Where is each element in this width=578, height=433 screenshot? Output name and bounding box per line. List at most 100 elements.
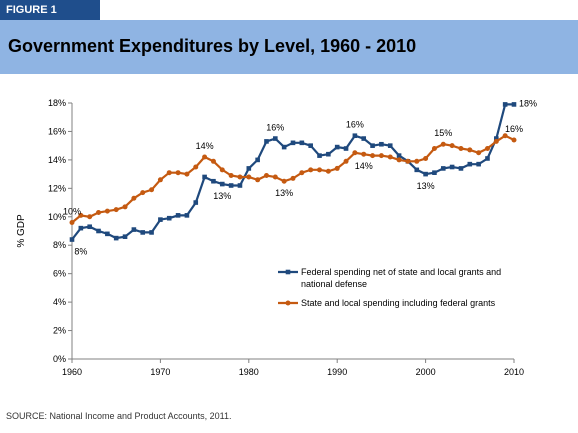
data-point bbox=[334, 165, 340, 171]
data-point bbox=[458, 146, 464, 152]
data-point bbox=[308, 143, 313, 148]
data-label: 16% bbox=[346, 120, 364, 130]
data-point bbox=[511, 102, 517, 107]
y-tick-label: 6% bbox=[53, 269, 66, 279]
data-point bbox=[149, 187, 155, 193]
legend-item-0: Federal spending net of state and local … bbox=[278, 267, 501, 289]
data-point bbox=[122, 204, 128, 210]
data-point bbox=[140, 230, 146, 235]
data-point bbox=[175, 170, 181, 176]
x-tick-label: 1990 bbox=[327, 367, 347, 377]
data-point bbox=[219, 181, 225, 187]
legend-marker bbox=[285, 269, 291, 275]
data-point bbox=[485, 156, 490, 161]
x-tick-label: 1970 bbox=[150, 367, 170, 377]
data-point bbox=[255, 177, 261, 183]
legend-marker bbox=[285, 300, 291, 306]
legend-label: State and local spending including feder… bbox=[301, 298, 496, 308]
data-point bbox=[131, 195, 137, 201]
data-point bbox=[396, 157, 402, 163]
y-tick-label: 16% bbox=[48, 126, 66, 136]
data-point bbox=[476, 161, 481, 167]
data-label: 13% bbox=[275, 188, 293, 198]
data-point bbox=[494, 136, 499, 141]
data-point bbox=[449, 164, 455, 170]
data-label: 14% bbox=[196, 141, 214, 151]
data-point bbox=[246, 174, 252, 180]
y-tick-label: 10% bbox=[48, 212, 66, 222]
annotations: 10% 8% 14% 13% 16% 13% 16% 14% 13% 15% 18% 16% bbox=[63, 98, 537, 256]
data-point bbox=[272, 174, 278, 180]
data-point bbox=[210, 158, 216, 164]
data-point bbox=[281, 178, 287, 184]
data-point bbox=[467, 147, 473, 153]
y-tick-label: 0% bbox=[53, 354, 66, 364]
data-point bbox=[484, 146, 490, 152]
data-point bbox=[105, 231, 110, 237]
data-point bbox=[237, 183, 243, 188]
legend-item-1: State and local spending including feder… bbox=[278, 298, 496, 308]
data-point bbox=[317, 167, 323, 173]
data-point bbox=[290, 140, 296, 146]
data-point bbox=[299, 140, 305, 146]
data-label: 15% bbox=[434, 128, 452, 138]
y-axis-label: % GDP bbox=[16, 214, 27, 248]
data-point bbox=[361, 151, 367, 157]
data-point bbox=[308, 167, 314, 173]
data-point bbox=[432, 170, 437, 175]
series-1 bbox=[69, 133, 517, 225]
data-point bbox=[511, 137, 517, 143]
data-point bbox=[387, 154, 393, 160]
data-point bbox=[414, 167, 420, 173]
source-note: SOURCE: National Income and Product Acco… bbox=[6, 411, 232, 421]
data-point bbox=[502, 102, 508, 107]
data-point bbox=[387, 143, 393, 148]
data-point bbox=[140, 190, 146, 196]
data-point bbox=[343, 158, 349, 164]
data-point bbox=[352, 150, 358, 156]
data-point bbox=[228, 173, 234, 179]
legend: Federal spending net of state and local … bbox=[278, 267, 501, 308]
data-point bbox=[104, 208, 110, 214]
data-point bbox=[299, 170, 305, 176]
data-point bbox=[263, 173, 269, 179]
data-label: 18% bbox=[519, 98, 537, 108]
data-point bbox=[69, 219, 75, 225]
data-point bbox=[352, 133, 358, 139]
data-label: 16% bbox=[266, 123, 284, 133]
x-tick-label: 1960 bbox=[62, 367, 82, 377]
data-point bbox=[405, 158, 411, 164]
data-label: 13% bbox=[417, 181, 435, 191]
figure-label: FIGURE 1 bbox=[0, 0, 100, 20]
data-point bbox=[502, 133, 508, 139]
data-point bbox=[431, 146, 437, 152]
data-point bbox=[131, 227, 137, 232]
data-point bbox=[211, 178, 216, 184]
data-point bbox=[476, 150, 482, 156]
data-point bbox=[193, 200, 199, 205]
data-point bbox=[467, 161, 473, 167]
data-point bbox=[449, 143, 455, 149]
x-tick-label: 2010 bbox=[504, 367, 524, 377]
data-label: 14% bbox=[355, 161, 373, 171]
data-point bbox=[264, 139, 269, 144]
data-point bbox=[281, 144, 287, 150]
data-point bbox=[458, 166, 464, 171]
data-point bbox=[237, 174, 243, 180]
y-tick-label: 8% bbox=[53, 240, 66, 250]
data-point bbox=[87, 224, 92, 230]
data-point bbox=[166, 170, 172, 176]
data-point bbox=[440, 166, 446, 171]
data-point bbox=[379, 141, 384, 147]
series-0 bbox=[69, 102, 517, 242]
data-point bbox=[219, 167, 225, 173]
data-point bbox=[255, 157, 260, 163]
x-tick-label: 1980 bbox=[239, 367, 259, 377]
data-point bbox=[96, 210, 102, 216]
data-point bbox=[343, 146, 349, 151]
y-tick-label: 4% bbox=[53, 297, 66, 307]
data-point bbox=[370, 143, 375, 148]
data-point bbox=[113, 207, 119, 213]
data-point bbox=[361, 136, 367, 141]
